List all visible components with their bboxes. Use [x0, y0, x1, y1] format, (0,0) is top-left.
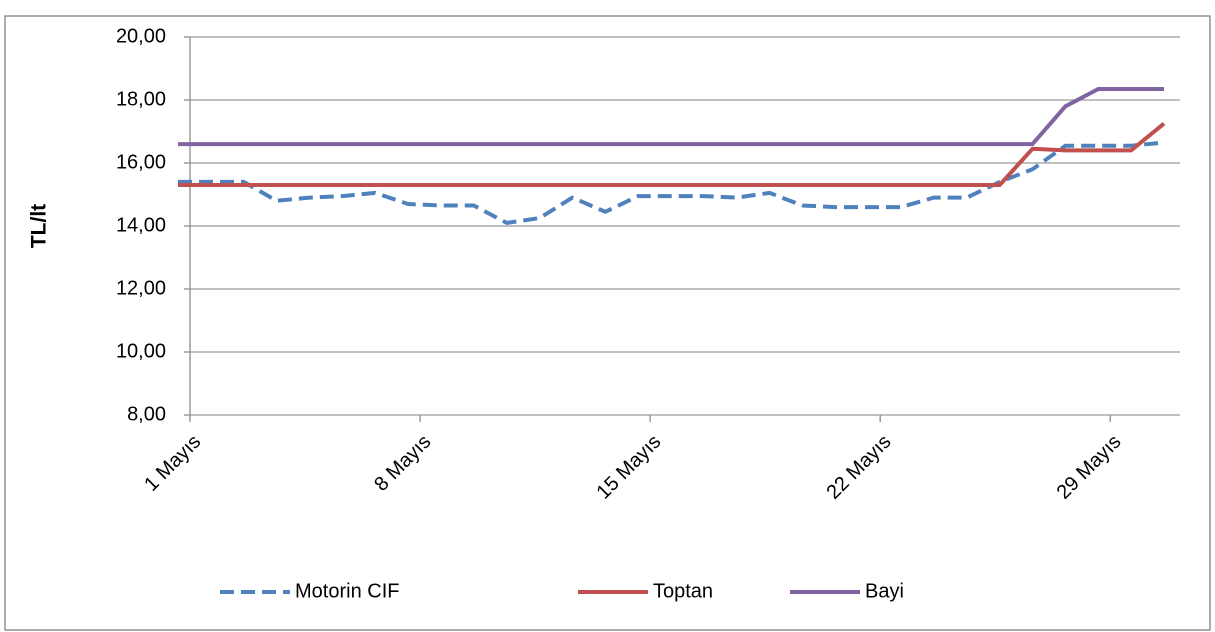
x-tick-label: 1 Mayıs	[140, 431, 205, 496]
x-tick-label: 8 Mayıs	[370, 431, 435, 496]
series-line	[178, 122, 1166, 187]
chart-border	[4, 15, 1211, 631]
y-tick-label: 18,00	[116, 88, 166, 110]
x-tick-label: 29 Mayıs	[1053, 431, 1126, 504]
x-tick-label: 22 Mayıs	[823, 431, 896, 504]
y-tick-label: 10,00	[116, 340, 166, 362]
x-tick-label: 15 Mayıs	[592, 431, 665, 504]
y-tick-label: 8,00	[127, 403, 166, 425]
y-tick-label: 20,00	[116, 25, 166, 47]
series-line	[178, 87, 1164, 147]
series-line	[178, 140, 1165, 225]
legend-label: Motorin CIF	[295, 580, 399, 602]
y-tick-label: 14,00	[116, 214, 166, 236]
y-tick-label: 12,00	[116, 277, 166, 299]
y-axis-label: TL/lt	[28, 204, 51, 248]
y-tick-label: 16,00	[116, 151, 166, 173]
legend-label: Bayi	[865, 580, 904, 602]
legend-label: Toptan	[653, 580, 713, 602]
